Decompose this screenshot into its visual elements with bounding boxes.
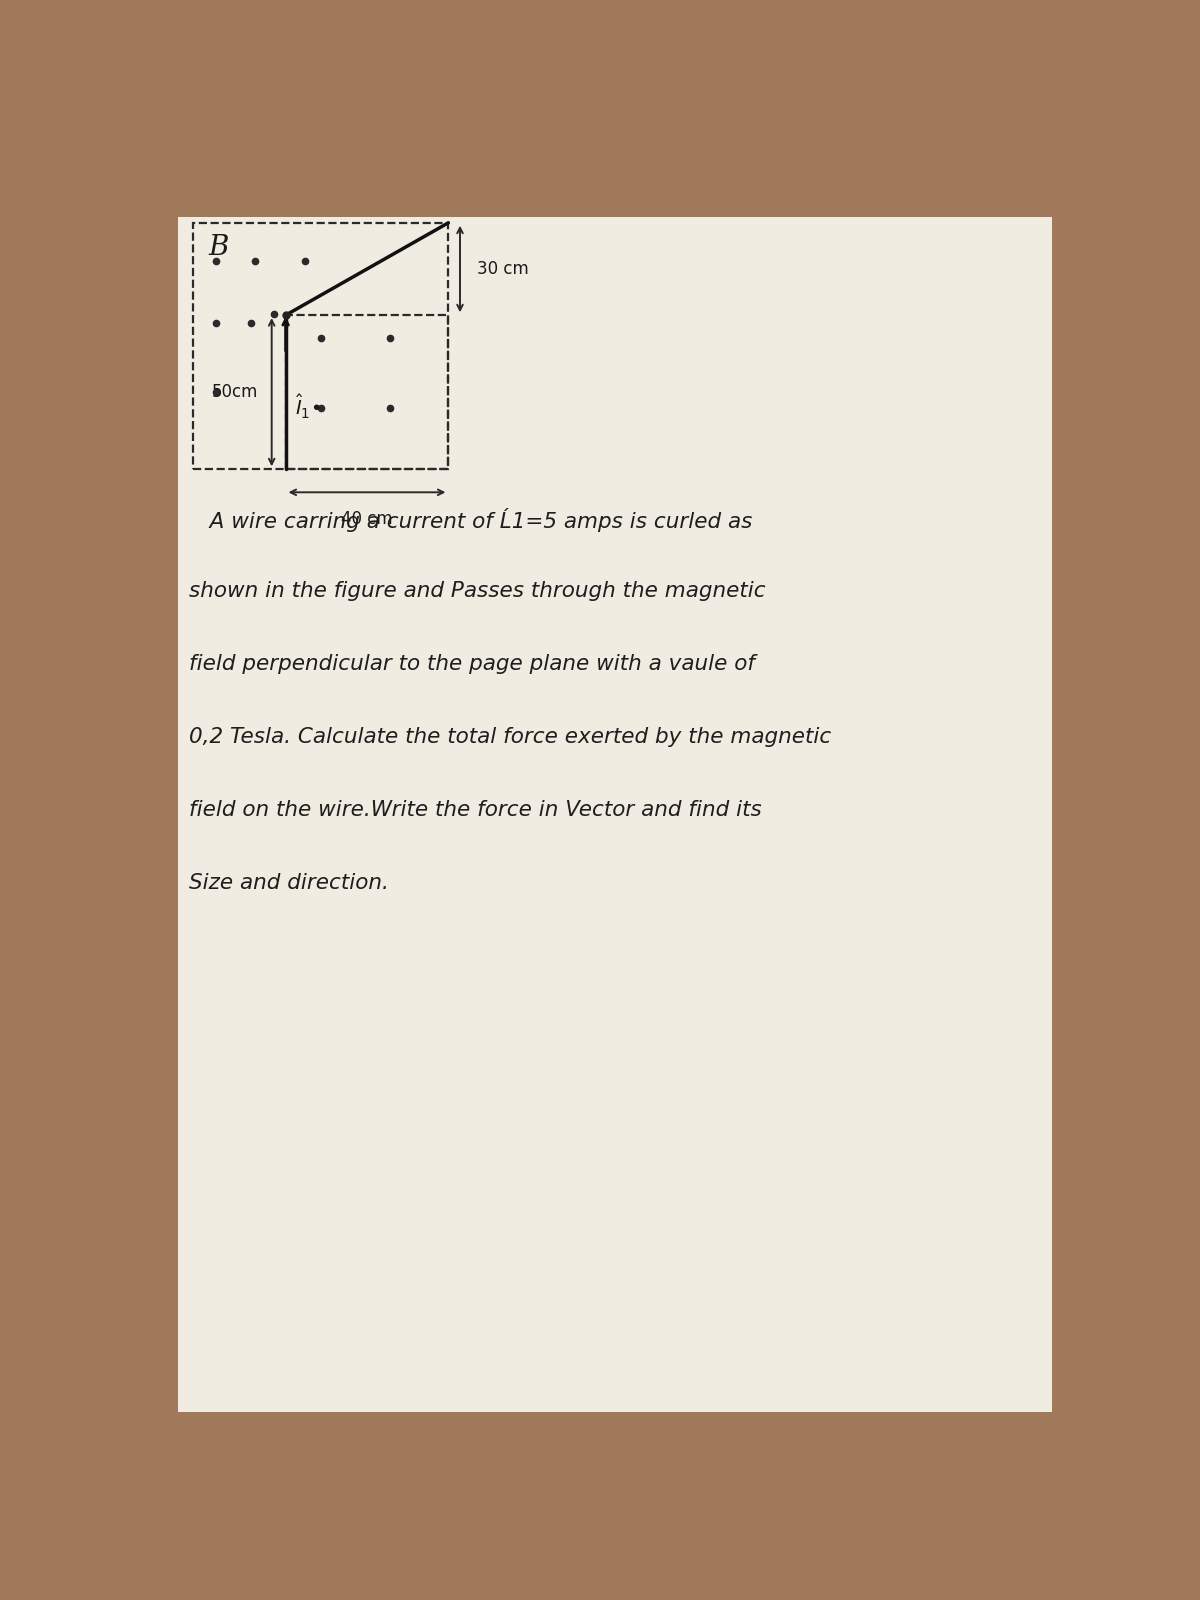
Bar xyxy=(286,315,449,469)
Text: $\hat{I}_{1}$•: $\hat{I}_{1}$• xyxy=(295,392,320,421)
Text: 50cm: 50cm xyxy=(212,384,258,402)
Text: field on the wire.Write the force in Vector and find its: field on the wire.Write the force in Vec… xyxy=(188,800,762,821)
Text: Size and direction.: Size and direction. xyxy=(188,874,389,893)
Text: A wire carring a current of Ĺ1=5 amps is curled as: A wire carring a current of Ĺ1=5 amps is… xyxy=(188,507,752,531)
FancyBboxPatch shape xyxy=(178,216,1052,1411)
Text: B: B xyxy=(208,234,228,261)
Text: 30 cm: 30 cm xyxy=(476,259,528,278)
Text: field perpendicular to the page plane with a vaule of: field perpendicular to the page plane wi… xyxy=(188,654,755,674)
Text: shown in the figure and Passes through the magnetic: shown in the figure and Passes through t… xyxy=(188,581,766,602)
Text: 40 cm: 40 cm xyxy=(341,510,392,528)
Text: 0,2 Tesla. Calculate the total force exerted by the magnetic: 0,2 Tesla. Calculate the total force exe… xyxy=(188,726,830,747)
Bar xyxy=(193,222,449,469)
